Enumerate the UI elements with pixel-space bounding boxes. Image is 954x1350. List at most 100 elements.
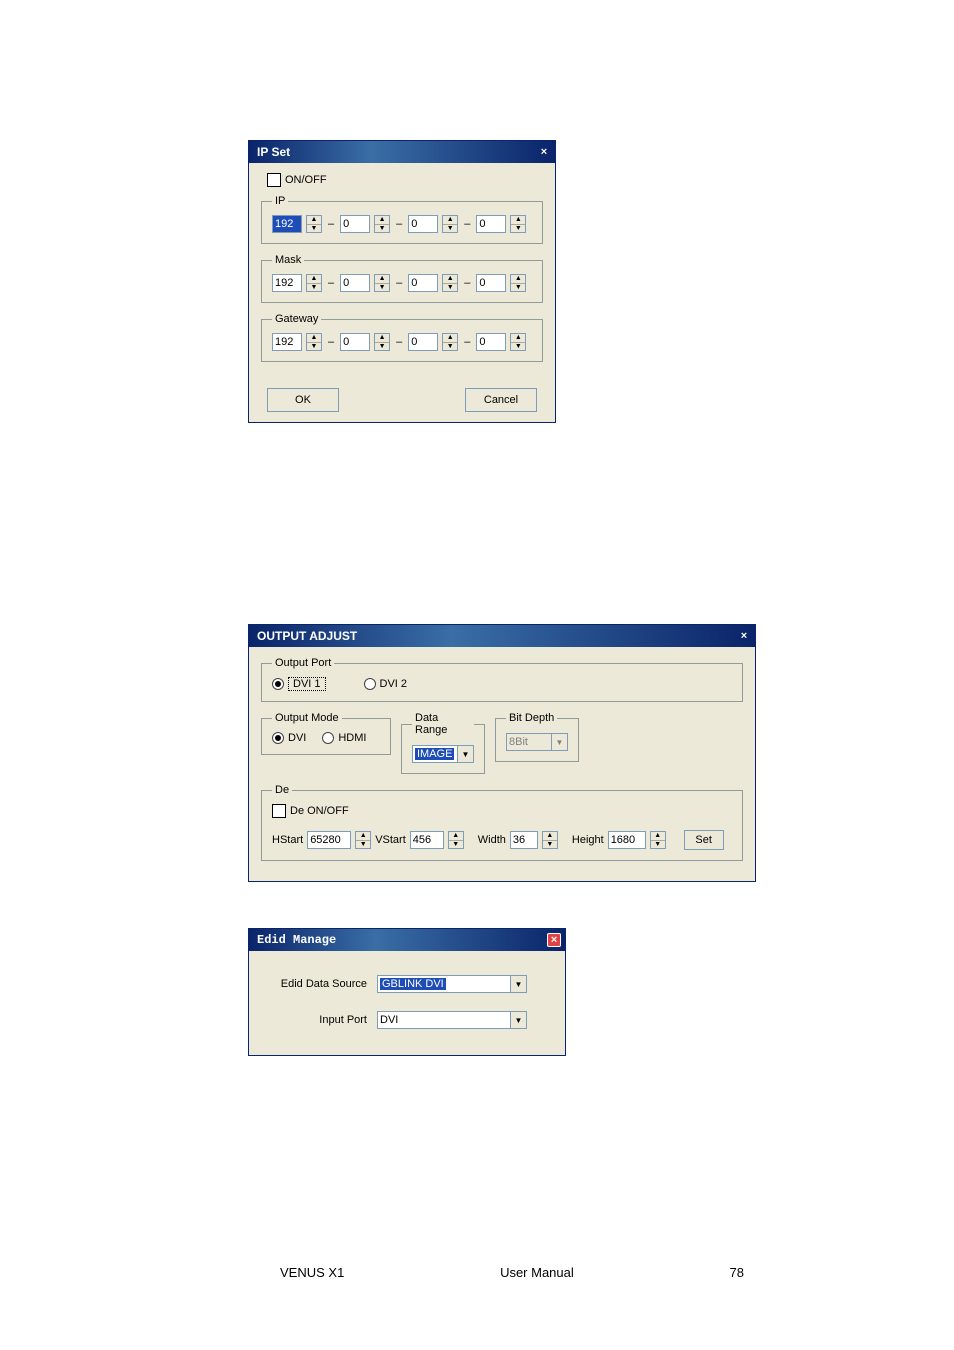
radio-hdmi-label: HDMI bbox=[338, 732, 366, 744]
ipset-body: ON/OFF IP ▲▼ – ▲▼ – ▲▼ – ▲▼ bbox=[249, 163, 555, 382]
gw-octet-2[interactable] bbox=[340, 333, 370, 351]
gw-octet-3[interactable] bbox=[408, 333, 438, 351]
footer-center: User Manual bbox=[500, 1265, 574, 1280]
bitdepth-fieldset: Bit Depth 8Bit ▼ bbox=[495, 712, 579, 762]
vstart-label: VStart bbox=[375, 834, 406, 846]
datarange-legend: Data Range bbox=[412, 712, 474, 736]
spinner-icon[interactable]: ▲▼ bbox=[448, 831, 464, 849]
chevron-down-icon: ▼ bbox=[510, 1012, 526, 1028]
bitdepth-value: 8Bit bbox=[509, 736, 528, 748]
width-input[interactable] bbox=[510, 831, 538, 849]
edid-body: Edid Data Source GBLINK DVI ▼ Input Port… bbox=[249, 951, 565, 1055]
spinner-icon[interactable]: ▲▼ bbox=[510, 274, 526, 292]
spinner-icon[interactable]: ▲▼ bbox=[306, 333, 322, 351]
mask-octet-3[interactable] bbox=[408, 274, 438, 292]
datarange-select[interactable]: IMAGE ▼ bbox=[412, 745, 474, 763]
edid-src-row: Edid Data Source GBLINK DVI ▼ bbox=[267, 975, 547, 993]
width-label: Width bbox=[478, 834, 506, 846]
spinner-icon[interactable]: ▲▼ bbox=[650, 831, 666, 849]
ip-octet-2[interactable] bbox=[340, 215, 370, 233]
radio-hdmi[interactable] bbox=[322, 732, 334, 744]
spinner-icon[interactable]: ▲▼ bbox=[374, 215, 390, 233]
edid-dialog: Edid Manage × Edid Data Source GBLINK DV… bbox=[248, 928, 566, 1056]
spinner-icon[interactable]: ▲▼ bbox=[510, 333, 526, 351]
output-mode-legend: Output Mode bbox=[272, 712, 342, 724]
close-icon[interactable]: × bbox=[737, 629, 751, 643]
dash: – bbox=[326, 218, 336, 230]
mask-legend: Mask bbox=[272, 254, 304, 266]
spinner-icon[interactable]: ▲▼ bbox=[442, 215, 458, 233]
spinner-icon[interactable]: ▲▼ bbox=[355, 831, 371, 849]
spinner-icon[interactable]: ▲▼ bbox=[306, 215, 322, 233]
edid-port-select[interactable]: DVI ▼ bbox=[377, 1011, 527, 1029]
height-label: Height bbox=[572, 834, 604, 846]
edid-port-label: Input Port bbox=[267, 1014, 367, 1026]
close-icon[interactable]: × bbox=[547, 933, 561, 947]
de-fieldset: De De ON/OFF HStart ▲▼ VStart ▲▼ Width ▲… bbox=[261, 784, 743, 861]
vstart-input[interactable] bbox=[410, 831, 444, 849]
mask-fieldset: Mask ▲▼ – ▲▼ – ▲▼ – ▲▼ bbox=[261, 254, 543, 303]
spinner-icon[interactable]: ▲▼ bbox=[542, 831, 558, 849]
height-input[interactable] bbox=[608, 831, 646, 849]
spinner-icon[interactable]: ▲▼ bbox=[306, 274, 322, 292]
datarange-value: IMAGE bbox=[415, 748, 454, 760]
mode-range-depth-row: Output Mode DVI HDMI Data Range IMAGE ▼ bbox=[261, 712, 743, 784]
radio-dvi[interactable] bbox=[272, 732, 284, 744]
edid-src-label: Edid Data Source bbox=[267, 978, 367, 990]
onoff-checkbox[interactable] bbox=[267, 173, 281, 187]
ip-octet-3[interactable] bbox=[408, 215, 438, 233]
bitdepth-select: 8Bit ▼ bbox=[506, 733, 568, 751]
output-title: OUTPUT ADJUST bbox=[257, 629, 357, 643]
output-mode-row: DVI HDMI bbox=[272, 732, 380, 744]
mask-octet-2[interactable] bbox=[340, 274, 370, 292]
output-titlebar: OUTPUT ADJUST × bbox=[249, 625, 755, 647]
hstart-input[interactable] bbox=[307, 831, 351, 849]
radio-dvi1[interactable] bbox=[272, 678, 284, 690]
ipset-titlebar: IP Set × bbox=[249, 141, 555, 163]
edid-src-value: GBLINK DVI bbox=[380, 978, 446, 990]
radio-dvi1-label: DVI 1 bbox=[288, 677, 326, 691]
mask-octet-4[interactable] bbox=[476, 274, 506, 292]
gateway-legend: Gateway bbox=[272, 313, 321, 325]
ipset-title: IP Set bbox=[257, 145, 290, 159]
chevron-down-icon: ▼ bbox=[457, 746, 473, 762]
ok-button[interactable]: OK bbox=[267, 388, 339, 412]
de-onoff-label: De ON/OFF bbox=[290, 805, 349, 817]
edid-port-value: DVI bbox=[380, 1014, 398, 1026]
output-port-fieldset: Output Port DVI 1 DVI 2 bbox=[261, 657, 743, 702]
spinner-icon[interactable]: ▲▼ bbox=[442, 333, 458, 351]
gw-octet-1[interactable] bbox=[272, 333, 302, 351]
chevron-down-icon: ▼ bbox=[510, 976, 526, 992]
radio-dvi-label: DVI bbox=[288, 732, 306, 744]
radio-dvi2[interactable] bbox=[364, 678, 376, 690]
ipset-dialog: IP Set × ON/OFF IP ▲▼ – ▲▼ – ▲▼ – bbox=[248, 140, 556, 423]
page: IP Set × ON/OFF IP ▲▼ – ▲▼ – ▲▼ – bbox=[0, 0, 954, 1350]
spinner-icon[interactable]: ▲▼ bbox=[374, 274, 390, 292]
hstart-label: HStart bbox=[272, 834, 303, 846]
dash: – bbox=[462, 218, 472, 230]
de-values-row: HStart ▲▼ VStart ▲▼ Width ▲▼ Height ▲▼ S… bbox=[272, 830, 732, 850]
bitdepth-legend: Bit Depth bbox=[506, 712, 557, 724]
spinner-icon[interactable]: ▲▼ bbox=[442, 274, 458, 292]
ip-fieldset: IP ▲▼ – ▲▼ – ▲▼ – ▲▼ bbox=[261, 195, 543, 244]
close-icon[interactable]: × bbox=[537, 145, 551, 159]
radio-dvi2-label: DVI 2 bbox=[380, 678, 408, 690]
ipset-buttons: OK Cancel bbox=[249, 382, 555, 422]
ip-octet-1[interactable] bbox=[272, 215, 302, 233]
output-port-legend: Output Port bbox=[272, 657, 334, 669]
gw-octet-4[interactable] bbox=[476, 333, 506, 351]
spinner-icon[interactable]: ▲▼ bbox=[374, 333, 390, 351]
edid-src-select[interactable]: GBLINK DVI ▼ bbox=[377, 975, 527, 993]
footer-left: VENUS X1 bbox=[280, 1265, 344, 1280]
page-footer: VENUS X1 User Manual 78 bbox=[0, 1265, 954, 1280]
gateway-row: ▲▼ – ▲▼ – ▲▼ – ▲▼ bbox=[272, 333, 532, 351]
ip-octet-4[interactable] bbox=[476, 215, 506, 233]
spinner-icon[interactable]: ▲▼ bbox=[510, 215, 526, 233]
mask-row: ▲▼ – ▲▼ – ▲▼ – ▲▼ bbox=[272, 274, 532, 292]
set-button[interactable]: Set bbox=[684, 830, 724, 850]
de-onoff-checkbox[interactable] bbox=[272, 804, 286, 818]
cancel-button[interactable]: Cancel bbox=[465, 388, 537, 412]
de-onoff-row: De ON/OFF bbox=[272, 804, 732, 818]
ip-legend: IP bbox=[272, 195, 288, 207]
mask-octet-1[interactable] bbox=[272, 274, 302, 292]
